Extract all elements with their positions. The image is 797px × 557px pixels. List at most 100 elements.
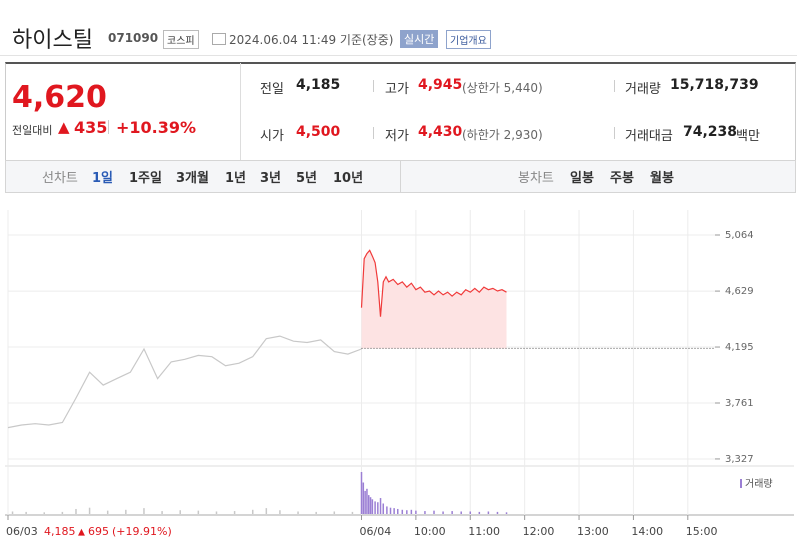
y-tick-label: 4,629 xyxy=(725,286,754,297)
market-badge: 코스피 xyxy=(163,30,199,49)
tab[interactable]: 1년 xyxy=(225,171,247,186)
area-fill xyxy=(361,250,507,349)
volume-bar xyxy=(161,511,163,514)
stat-label: 저가 xyxy=(385,129,409,144)
volume-bar xyxy=(179,510,181,514)
price-line xyxy=(360,249,507,317)
stat-label: 거래대금 xyxy=(625,129,673,144)
tab[interactable]: 3년 xyxy=(260,171,282,186)
volume-bar xyxy=(505,512,508,514)
volume-bar xyxy=(377,502,379,514)
divider xyxy=(400,161,401,192)
volume-bar xyxy=(401,509,404,514)
y-tick-label: 4,195 xyxy=(725,342,754,353)
stock-name: 하이스틸 xyxy=(12,28,93,53)
stat-value: 74,238 xyxy=(683,124,738,140)
prev-change: 695 xyxy=(88,525,109,538)
prev-close: 4,185 xyxy=(44,525,76,538)
stat-note: (하한가 2,930) xyxy=(462,128,543,142)
volume-bar xyxy=(265,508,268,514)
volume-bar xyxy=(496,511,499,514)
volume-bar xyxy=(143,508,145,514)
tab[interactable]: 3개월 xyxy=(176,171,209,186)
tab[interactable]: 월봉 xyxy=(650,171,674,186)
stat-value: 4,500 xyxy=(296,124,341,140)
volume-bar xyxy=(442,511,444,514)
divider xyxy=(614,80,615,92)
volume-bar xyxy=(215,511,218,514)
volume-bar xyxy=(333,511,336,514)
stock-code: 071090 xyxy=(108,31,159,45)
volume-bar xyxy=(487,511,490,514)
change: 435 xyxy=(74,118,108,137)
volume-bar xyxy=(297,511,299,514)
stat-value: 4,945 xyxy=(418,77,463,93)
x-tick-label: 10:00 xyxy=(414,525,446,538)
tab[interactable]: 일봉 xyxy=(570,171,594,186)
y-tick-label: 3,761 xyxy=(725,398,754,409)
stat-value: 15,718,739 xyxy=(670,77,759,93)
divider xyxy=(0,55,797,56)
volume-bar xyxy=(424,511,426,514)
tab[interactable]: 1주일 xyxy=(129,171,162,186)
volume-bar xyxy=(469,511,472,514)
stat-label: 시가 xyxy=(260,129,284,144)
stat-value: 4,185 xyxy=(296,77,341,93)
volume-bar xyxy=(197,510,200,514)
tab-group-label: 봉차트 xyxy=(518,171,554,186)
volume-bar xyxy=(75,508,77,514)
clock-icon xyxy=(212,33,226,45)
y-tick-label: 5,064 xyxy=(725,230,754,241)
tab[interactable]: 1일 xyxy=(92,171,114,186)
x-tick-label: 15:00 xyxy=(686,525,718,538)
tab[interactable]: 주봉 xyxy=(610,171,634,186)
volume-bar xyxy=(451,511,453,514)
tab[interactable]: 10년 xyxy=(333,171,364,186)
volume-bar xyxy=(369,497,372,514)
divider xyxy=(373,127,374,139)
volume-bar xyxy=(233,511,236,514)
volume-bar xyxy=(88,507,91,514)
x-tick-label: 13:00 xyxy=(577,525,609,538)
divider xyxy=(108,120,109,134)
volume-bar xyxy=(315,511,317,514)
volume-bar xyxy=(386,506,388,514)
volume-bar xyxy=(415,510,417,514)
volume-bar xyxy=(478,511,481,514)
realtime-badge[interactable]: 실시간 xyxy=(400,30,439,48)
timestamp: 2024.06.04 11:49 기준(장중) xyxy=(229,33,394,47)
x-tick-label: 11:00 xyxy=(468,525,500,538)
volume-bar xyxy=(106,510,109,514)
volume-bar xyxy=(460,511,462,514)
stat-unit: 백만 xyxy=(736,129,760,144)
volume-bar xyxy=(397,508,399,514)
volume-bar xyxy=(61,511,64,514)
volume-bar xyxy=(364,490,366,514)
volume-bar xyxy=(389,507,392,514)
legend-label: 거래량 xyxy=(745,478,773,490)
tab[interactable]: 5년 xyxy=(296,171,318,186)
volume-bar xyxy=(382,503,385,514)
volume-bar xyxy=(251,509,254,514)
current-price: 4,620 xyxy=(12,80,107,115)
volume-bar xyxy=(406,510,408,514)
up-arrow: ▲ xyxy=(58,118,70,136)
volume-bar xyxy=(360,472,363,514)
volume-bar xyxy=(279,510,281,514)
volume-bar xyxy=(410,509,413,514)
up-arrow: ▲ xyxy=(78,528,85,538)
volume-bar xyxy=(374,501,376,514)
stat-note: (상한가 5,440) xyxy=(462,81,543,95)
divider xyxy=(373,80,374,92)
volume-bar xyxy=(125,509,127,514)
y-tick-label: 3,327 xyxy=(725,454,754,465)
change-label: 전일대비 xyxy=(12,124,53,137)
company-info-button[interactable]: 기업개요 xyxy=(446,30,491,49)
change-pct: +10.39% xyxy=(116,118,197,137)
volume-bar xyxy=(393,508,395,514)
tab-group-label: 선차트 xyxy=(42,171,78,186)
legend-swatch xyxy=(740,479,742,488)
x-tick-label: 06/03 xyxy=(6,525,38,538)
